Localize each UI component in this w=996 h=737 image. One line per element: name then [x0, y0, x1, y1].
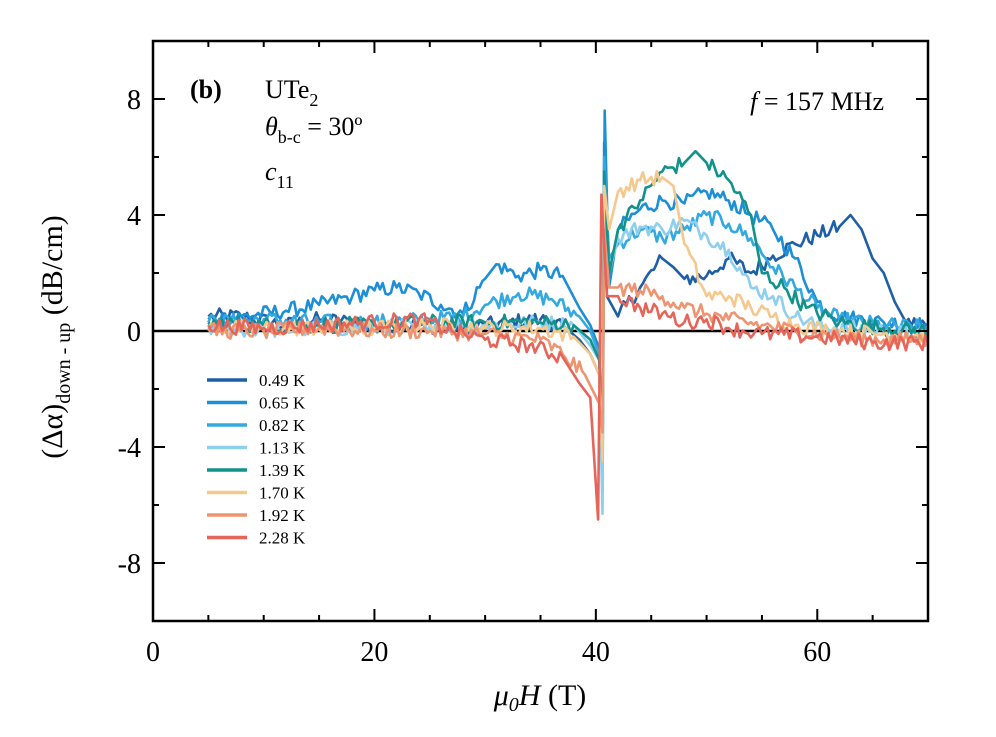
- angle-value: = 30º: [301, 112, 363, 141]
- x-label-h: H: [518, 679, 543, 712]
- legend: 0.49 K 0.65 K 0.82 K 1.13 K 1.39 K 1.70 K 1.92…: [207, 371, 306, 548]
- mode-subscript: 11: [277, 172, 294, 192]
- angle-symbol: θ: [265, 112, 278, 141]
- series-line-8: [207, 193, 930, 521]
- freq-value: = 157 MHz: [757, 87, 884, 116]
- series-line-4: [207, 178, 929, 515]
- series-line-6: [207, 169, 930, 463]
- material-subscript: 2: [309, 90, 318, 110]
- legend-label-1: 0.49 K: [259, 371, 306, 390]
- y-tick-label: -4: [118, 433, 141, 464]
- legend-label-6: 1.70 K: [259, 484, 306, 503]
- y-tick-label: 0: [127, 317, 141, 348]
- x-tick-label: 0: [146, 637, 160, 668]
- y-label-delta: (Δα): [36, 404, 69, 459]
- series-line-2: [207, 109, 929, 492]
- x-tick-label: 40: [582, 637, 610, 668]
- panel-label: (b): [190, 75, 222, 104]
- legend-label-5: 1.39 K: [259, 461, 306, 480]
- tick-labels: 0 20 40 60 -8 -4 0 4 8: [118, 85, 832, 668]
- legend-label-8: 2.28 K: [259, 529, 306, 548]
- x-label-mu: μ: [493, 679, 509, 712]
- y-label-sub: down - up: [53, 323, 75, 404]
- y-tick-label: 4: [127, 201, 141, 232]
- x-tick-label: 20: [360, 637, 388, 668]
- legend-label-3: 0.82 K: [259, 416, 306, 435]
- mode-annotation: c11: [265, 157, 294, 192]
- legend-label-4: 1.13 K: [259, 439, 306, 458]
- frequency-annotation: f = 157 MHz: [750, 87, 884, 116]
- ticks-layer: [152, 40, 929, 622]
- x-label-mu-sub: 0: [509, 694, 519, 716]
- legend-label-2: 0.65 K: [259, 394, 306, 413]
- angle-subscript: b-c: [278, 127, 301, 147]
- x-axis-label: μ0H (T): [493, 679, 587, 716]
- material-annotation: UTe2: [265, 75, 318, 110]
- legend-label-7: 1.92 K: [259, 506, 306, 525]
- x-label-unit: (T): [540, 679, 586, 712]
- series-line-3: [207, 155, 929, 434]
- x-tick-label: 60: [803, 637, 831, 668]
- freq-symbol: f: [750, 87, 761, 116]
- series-line-7: [207, 228, 930, 434]
- material-text: UTe: [265, 75, 309, 104]
- series-layer: [207, 109, 930, 521]
- y-tick-label: -8: [118, 549, 141, 580]
- mode-symbol: c: [265, 157, 277, 186]
- angle-annotation: θb-c = 30º: [265, 112, 363, 147]
- y-tick-label: 8: [127, 85, 141, 116]
- series-line-1: [207, 141, 929, 449]
- y-label-unit: (dB/cm): [36, 215, 69, 322]
- y-axis-label: (Δα)down - up (dB/cm): [36, 215, 75, 459]
